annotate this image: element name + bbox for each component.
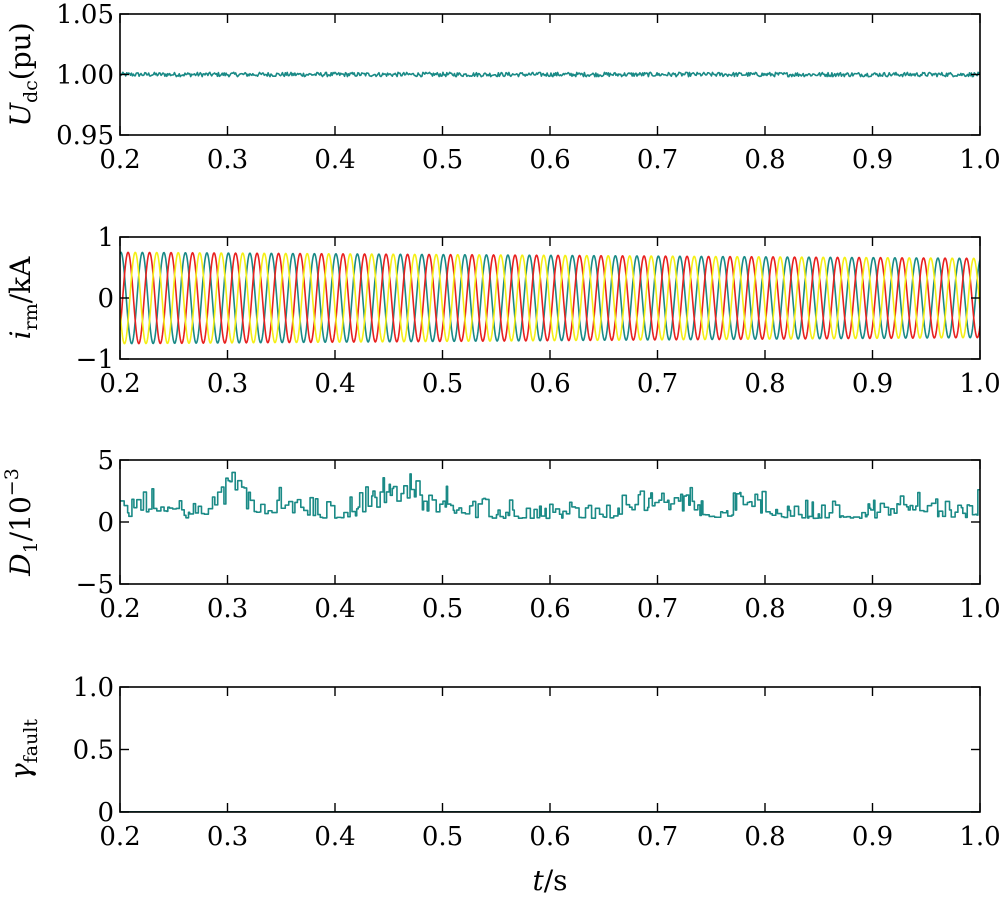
x-tick-label: 0.2 (99, 594, 140, 624)
x-tick-label: 0.5 (422, 594, 463, 624)
y-tick-label: 0 (97, 284, 114, 314)
x-tick-label: 0.2 (99, 145, 140, 175)
y-tick-label: 0.5 (73, 736, 114, 766)
x-tick-label: 0.8 (744, 369, 785, 399)
x-tick-label: 0.4 (314, 369, 355, 399)
y-label-main: γ (4, 763, 37, 780)
x-tick-label: 0.5 (422, 369, 463, 399)
x-tick-label: 0.9 (852, 369, 893, 399)
y-label-suffix: (pu) (4, 22, 37, 80)
y-tick-label: 0 (97, 798, 114, 828)
x-tick-label: 1.0 (959, 594, 1000, 624)
y-label-sub: fault (20, 719, 42, 764)
y-tick-label: −1 (76, 345, 114, 375)
x-tick-label: 0.8 (744, 145, 785, 175)
x-tick-label: 0.4 (314, 594, 355, 624)
y-axis-label: irm/kA (4, 256, 42, 339)
series-line-1 (120, 251, 980, 345)
y-label-suffix: /kA (4, 256, 37, 303)
x-tick-label: 0.5 (422, 822, 463, 852)
y-tick-label: 1.00 (56, 61, 114, 91)
series-group (120, 471, 980, 520)
y-label-main: U (4, 102, 37, 127)
series-group (120, 71, 980, 78)
x-label-suffix: /s (544, 864, 568, 897)
series-group (120, 251, 980, 345)
panel-2: 0.2 0.3 0.4 0.5 0.6 0.7 0.8 0.9 1.0 −1 0 1 irm/kA (4, 223, 1001, 399)
x-axis-label: t/s (532, 864, 567, 897)
x-tick-label: 0.4 (314, 822, 355, 852)
y-label-main: i (4, 330, 37, 339)
x-tick-label: 1.0 (959, 822, 1000, 852)
plot-frame (119, 686, 981, 813)
y-label-sub: 1 (20, 541, 42, 553)
y-label-main: D (4, 553, 37, 576)
x-tick-label: 0.8 (744, 594, 785, 624)
y-tick-label: 1.05 (56, 0, 114, 30)
y-tick-label: 1.0 (73, 673, 114, 703)
y-axis-label: D1/10−3 (1, 468, 42, 577)
x-tick-label: 0.3 (207, 145, 248, 175)
y-tick-label: 1 (97, 223, 114, 253)
x-tick-label: 0.3 (207, 822, 248, 852)
x-label-main: t (532, 864, 544, 897)
x-tick-label: 0.6 (529, 369, 570, 399)
x-tick-label: 0.2 (99, 369, 140, 399)
series-line-2 (120, 251, 980, 345)
panel-4: 0.2 0.3 0.4 0.5 0.6 0.7 0.8 0.9 1.0 0 0.5 1.0 γfault (4, 673, 1001, 852)
y-axis-label: γfault (4, 719, 42, 780)
y-label-sub: rm (20, 303, 42, 330)
x-tick-label: 1.0 (959, 145, 1000, 175)
x-tick-label: 0.5 (422, 145, 463, 175)
x-tick-label: 0.7 (637, 145, 678, 175)
series-line-1 (120, 71, 980, 78)
panel-3: 0.2 0.3 0.4 0.5 0.6 0.7 0.8 0.9 1.0 −5 0 5 D1/10−3 (1, 446, 1001, 624)
x-tick-label: 0.9 (852, 822, 893, 852)
series-line-1 (120, 471, 980, 520)
x-tick-label: 0.4 (314, 145, 355, 175)
x-tick-label: 0.7 (637, 594, 678, 624)
x-tick-label: 0.2 (99, 822, 140, 852)
x-tick-label: 0.9 (852, 145, 893, 175)
x-tick-label: 0.7 (637, 822, 678, 852)
x-tick-label: 0.7 (637, 369, 678, 399)
x-tick-label: 0.6 (529, 145, 570, 175)
series-line-3 (120, 251, 980, 345)
y-tick-label: 0.95 (56, 121, 114, 151)
x-tick-label: 0.9 (852, 594, 893, 624)
x-tick-label: 0.6 (529, 822, 570, 852)
x-tick-label: 0.8 (744, 822, 785, 852)
x-tick-label: 0.3 (207, 594, 248, 624)
panel-1: 0.2 0.3 0.4 0.5 0.6 0.7 0.8 0.9 1.0 0.95 1.00 1.05 U… (4, 0, 1001, 175)
x-tick-label: 1.0 (959, 369, 1000, 399)
x-tick-label: 0.3 (207, 369, 248, 399)
y-tick-label: −5 (76, 570, 114, 600)
y-tick-label: 5 (97, 446, 114, 476)
y-label-suffix: /10 (4, 496, 37, 541)
x-tick-label: 0.6 (529, 594, 570, 624)
y-tick-label: 0 (97, 508, 114, 538)
y-axis-label: Udc(pu) (4, 22, 42, 126)
y-label-sub: dc (20, 80, 42, 103)
plot-frame (119, 459, 981, 585)
y-label-sup: −3 (1, 468, 23, 496)
